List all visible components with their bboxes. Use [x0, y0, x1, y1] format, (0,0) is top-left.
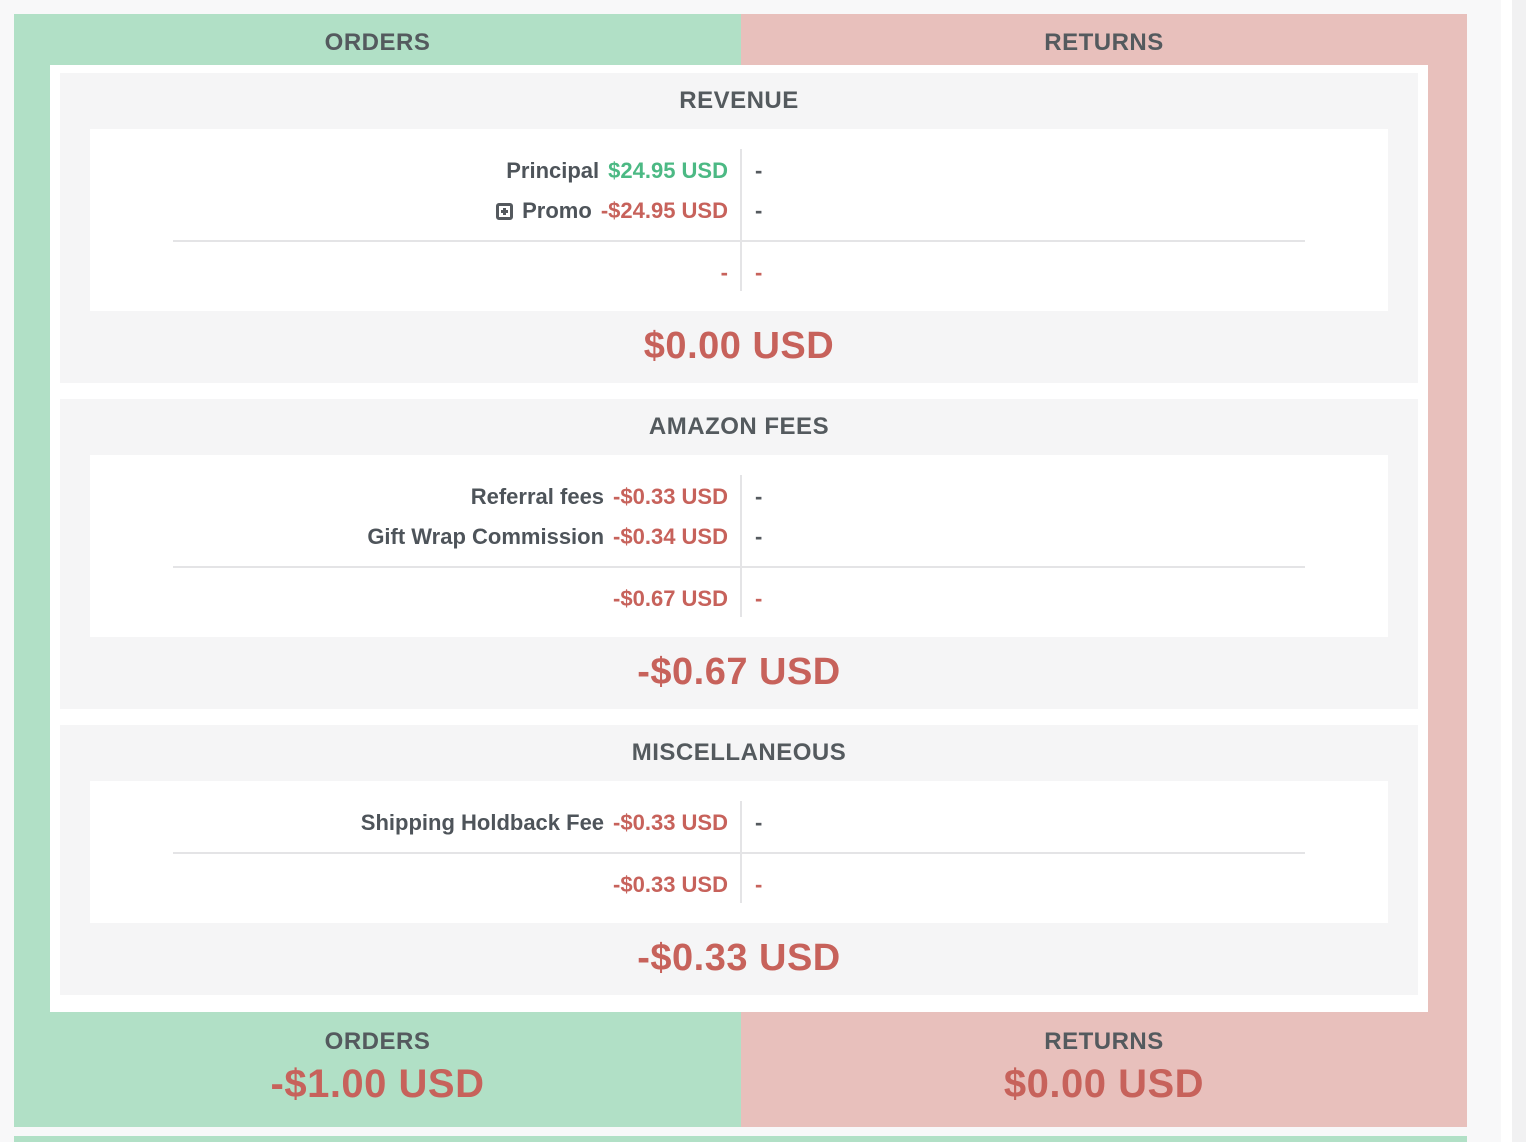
amazon-fees-subtotal-returns: - [755, 586, 763, 611]
referral-fees-orders-value: -$0.33 USD [613, 484, 728, 509]
revenue-subtotal-orders: - [720, 260, 728, 285]
section-revenue-title: REVENUE [679, 87, 799, 114]
section-miscellaneous-title: MISCELLANEOUS [631, 739, 847, 766]
referral-fees-returns-value: - [755, 484, 763, 509]
miscellaneous-subtotal-orders: -$0.33 USD [613, 872, 728, 897]
section-miscellaneous: MISCELLANEOUS Shipping Holdback Fee -$0.… [60, 725, 1418, 995]
revenue-subtotal-returns: - [755, 260, 763, 285]
returns-footer-label: RETURNS [1044, 1028, 1164, 1055]
returns-column-title: RETURNS [1044, 28, 1164, 56]
section-revenue: REVENUE Principal $24.95 USD - Promo -$2… [60, 73, 1418, 383]
shipping-holdback-fee-label: Shipping Holdback Fee [360, 810, 605, 835]
referral-fees-label: Referral fees [470, 484, 605, 509]
orders-grand-total-block: ORDERS -$1.00 USD [14, 1012, 741, 1127]
subtotal-separator [173, 240, 1305, 242]
revenue-promo-orders-cell: Promo -$24.95 USD [90, 191, 741, 231]
table-row: Referral fees -$0.33 USD - [90, 477, 1388, 517]
breakdown-panel: REVENUE Principal $24.95 USD - Promo -$2… [50, 65, 1428, 1012]
section-amazon-fees: AMAZON FEES Referral fees -$0.33 USD - G… [60, 399, 1418, 709]
shipping-holdback-fee-returns-value: - [755, 810, 763, 835]
subtotal-separator [173, 566, 1305, 568]
revenue-promo-label: Promo [522, 198, 592, 223]
revenue-promo-returns-value: - [755, 198, 763, 223]
returns-grand-total-block: RETURNS $0.00 USD [741, 1012, 1467, 1127]
amazon-fees-section-total: -$0.67 USD [637, 651, 841, 693]
returns-grand-total: $0.00 USD [1003, 1062, 1205, 1106]
referral-fees-orders-cell: Referral fees -$0.33 USD [90, 477, 741, 517]
orders-returns-breakdown-widget: ORDERS RETURNS REVENUE Principal $24.95 … [14, 14, 1467, 1127]
amazon-fees-subtotal-orders: -$0.67 USD [613, 586, 728, 611]
gift-wrap-commission-orders-cell: Gift Wrap Commission -$0.34 USD [90, 517, 741, 557]
revenue-promo-orders-value: -$24.95 USD [600, 198, 728, 223]
scrollbar-gutter-divider [1501, 0, 1512, 1142]
gift-wrap-commission-orders-value: -$0.34 USD [613, 524, 728, 549]
orders-footer-label: ORDERS [324, 1028, 431, 1055]
orders-column-title: ORDERS [324, 28, 431, 56]
shipping-holdback-fee-orders-cell: Shipping Holdback Fee -$0.33 USD [90, 803, 741, 843]
next-widget-top-strip [14, 1136, 1467, 1142]
table-row: Principal $24.95 USD - [90, 151, 1388, 191]
section-revenue-card: Principal $24.95 USD - Promo -$24.95 USD… [90, 129, 1388, 311]
table-row: Gift Wrap Commission -$0.34 USD - [90, 517, 1388, 557]
grand-totals-footer: ORDERS -$1.00 USD RETURNS $0.00 USD [14, 1012, 1467, 1127]
miscellaneous-subtotal-returns: - [755, 872, 763, 897]
miscellaneous-section-total: -$0.33 USD [637, 937, 841, 979]
orders-returns-divider [740, 475, 742, 617]
table-row: Promo -$24.95 USD - [90, 191, 1388, 231]
revenue-subtotal-row: - - [90, 242, 1388, 311]
section-amazon-fees-card: Referral fees -$0.33 USD - Gift Wrap Com… [90, 455, 1388, 637]
column-headers: ORDERS RETURNS [14, 14, 1467, 65]
returns-column-header: RETURNS [741, 14, 1467, 65]
expand-promo-icon[interactable] [496, 202, 514, 220]
section-miscellaneous-card: Shipping Holdback Fee -$0.33 USD - -$0.3… [90, 781, 1388, 923]
gift-wrap-commission-label: Gift Wrap Commission [367, 524, 605, 549]
orders-returns-divider [740, 149, 742, 291]
scrollbar-track[interactable] [1512, 0, 1526, 1142]
section-amazon-fees-title: AMAZON FEES [648, 413, 830, 440]
revenue-section-total: $0.00 USD [643, 325, 835, 367]
gift-wrap-commission-returns-value: - [755, 524, 763, 549]
orders-returns-divider [740, 801, 742, 903]
amazon-fees-subtotal-row: -$0.67 USD - [90, 568, 1388, 637]
subtotal-separator [173, 852, 1305, 854]
orders-grand-total: -$1.00 USD [270, 1062, 485, 1106]
revenue-principal-returns-value: - [755, 158, 763, 183]
shipping-holdback-fee-orders-value: -$0.33 USD [613, 810, 728, 835]
revenue-principal-label: Principal [506, 158, 600, 183]
revenue-principal-orders-value: $24.95 USD [608, 158, 728, 183]
revenue-principal-orders-cell: Principal $24.95 USD [90, 151, 741, 191]
table-row: Shipping Holdback Fee -$0.33 USD - [90, 803, 1388, 843]
miscellaneous-subtotal-row: -$0.33 USD - [90, 854, 1388, 923]
orders-column-header: ORDERS [14, 14, 741, 65]
